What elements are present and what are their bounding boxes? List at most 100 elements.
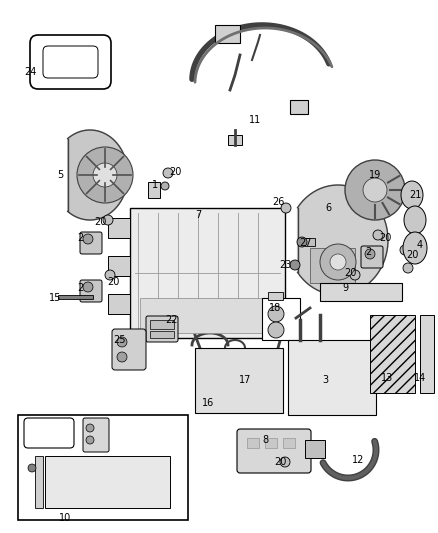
Circle shape [403, 263, 413, 273]
Text: 13: 13 [381, 373, 393, 383]
Bar [370, 315, 415, 393]
Polygon shape [297, 185, 388, 295]
Bar [320, 283, 402, 301]
Circle shape [93, 163, 117, 187]
Bar [404, 192, 409, 198]
FancyBboxPatch shape [80, 280, 102, 302]
Circle shape [365, 249, 375, 259]
Circle shape [86, 436, 94, 444]
Text: 7: 7 [195, 210, 201, 220]
Circle shape [83, 234, 93, 244]
Circle shape [363, 178, 387, 202]
Bar [262, 298, 300, 340]
Circle shape [163, 168, 173, 178]
Circle shape [350, 270, 360, 280]
Circle shape [77, 147, 133, 203]
Bar [58, 295, 93, 299]
Circle shape [117, 337, 127, 347]
Text: 20: 20 [107, 277, 119, 287]
Circle shape [330, 254, 346, 270]
FancyBboxPatch shape [237, 429, 311, 473]
Bar [150, 331, 174, 338]
Ellipse shape [403, 232, 427, 264]
Text: 8: 8 [262, 435, 268, 445]
Circle shape [268, 306, 284, 322]
Text: 21: 21 [409, 190, 421, 200]
Text: 27: 27 [299, 238, 311, 248]
Text: 10: 10 [59, 513, 71, 523]
Polygon shape [67, 130, 128, 220]
Circle shape [161, 182, 169, 190]
Bar [420, 315, 434, 393]
Circle shape [320, 244, 356, 280]
Bar [265, 438, 277, 448]
Circle shape [83, 282, 93, 292]
FancyBboxPatch shape [83, 418, 109, 452]
Bar [45, 456, 170, 508]
Text: 22: 22 [166, 315, 178, 325]
Bar [228, 135, 242, 145]
Ellipse shape [404, 206, 426, 234]
Text: 2: 2 [77, 233, 83, 243]
Text: 1: 1 [152, 180, 158, 190]
Circle shape [28, 464, 36, 472]
Bar [290, 100, 308, 114]
Text: 3: 3 [322, 375, 328, 385]
Text: 26: 26 [272, 197, 284, 207]
Bar [35, 456, 43, 508]
Circle shape [345, 160, 405, 220]
Bar [288, 340, 376, 415]
Text: 15: 15 [49, 293, 61, 303]
Text: 16: 16 [202, 398, 214, 408]
Bar [108, 294, 130, 314]
Bar [268, 292, 283, 300]
Text: 23: 23 [279, 260, 291, 270]
Circle shape [117, 352, 127, 362]
Bar [150, 320, 174, 329]
Bar [310, 248, 355, 283]
Text: 2: 2 [365, 247, 371, 257]
Circle shape [103, 215, 113, 225]
Circle shape [280, 457, 290, 467]
Text: 20: 20 [94, 217, 106, 227]
Text: 12: 12 [352, 455, 364, 465]
Bar [140, 298, 275, 333]
Bar [148, 182, 160, 198]
Bar [108, 218, 130, 238]
Text: 5: 5 [57, 170, 63, 180]
Bar [305, 440, 325, 458]
Bar [215, 25, 240, 43]
Text: 20: 20 [274, 457, 286, 467]
Ellipse shape [401, 181, 423, 209]
Bar [305, 238, 315, 246]
Text: 4: 4 [417, 240, 423, 250]
Bar [18, 415, 188, 520]
Circle shape [268, 322, 284, 338]
FancyBboxPatch shape [80, 232, 102, 254]
Text: 20: 20 [169, 167, 181, 177]
Circle shape [86, 424, 94, 432]
Circle shape [281, 203, 291, 213]
Circle shape [373, 230, 383, 240]
Text: 20: 20 [406, 250, 418, 260]
Bar [283, 438, 295, 448]
Bar [195, 348, 283, 413]
FancyBboxPatch shape [361, 246, 383, 268]
Circle shape [105, 270, 115, 280]
Bar [108, 256, 130, 276]
Text: 11: 11 [249, 115, 261, 125]
FancyBboxPatch shape [112, 329, 146, 370]
Text: 6: 6 [325, 203, 331, 213]
Text: 14: 14 [414, 373, 426, 383]
Text: 25: 25 [114, 335, 126, 345]
Circle shape [400, 245, 410, 255]
Text: 2: 2 [77, 283, 83, 293]
Text: 20: 20 [379, 233, 391, 243]
Circle shape [297, 237, 307, 247]
Circle shape [290, 260, 300, 270]
Text: 9: 9 [342, 283, 348, 293]
Text: 24: 24 [24, 67, 36, 77]
Bar [247, 438, 259, 448]
FancyBboxPatch shape [146, 316, 178, 342]
Bar [407, 217, 412, 223]
